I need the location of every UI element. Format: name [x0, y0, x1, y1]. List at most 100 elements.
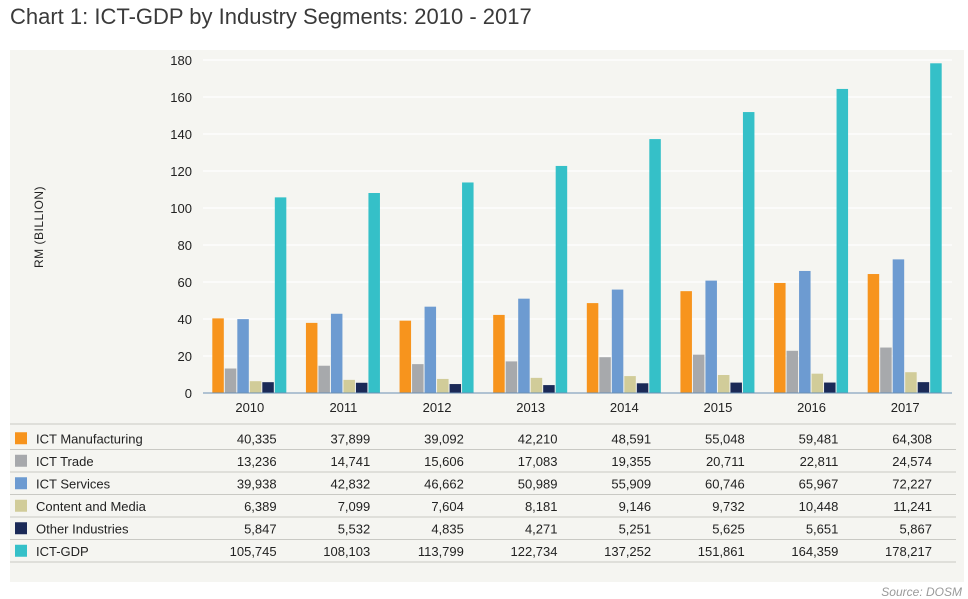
bar	[930, 63, 942, 393]
table-cell: 59,481	[799, 431, 839, 446]
table-cell: 5,532	[338, 521, 371, 536]
table-cell: 46,662	[424, 476, 464, 491]
bar	[717, 374, 730, 393]
table-cell: 151,861	[698, 544, 745, 559]
chart-title: Chart 1: ICT-GDP by Industry Segments: 2…	[10, 4, 532, 29]
bar	[224, 368, 237, 393]
bar	[836, 88, 849, 393]
table-cell: 50,989	[518, 476, 558, 491]
bar	[493, 314, 505, 393]
table-cell: 72,227	[892, 476, 932, 491]
table-cell: 5,251	[619, 521, 652, 536]
table-cell: 42,832	[330, 476, 370, 491]
table-cell: 19,355	[611, 454, 651, 469]
y-tick-label: 180	[170, 53, 192, 68]
bar	[274, 197, 287, 393]
x-tick-label: 2017	[891, 400, 920, 415]
table-cell: 55,048	[705, 431, 745, 446]
bar	[742, 112, 755, 393]
bars	[212, 63, 942, 393]
table-cell: 48,591	[611, 431, 651, 446]
bar	[599, 357, 611, 393]
table-cell: 4,271	[525, 521, 558, 536]
bar	[917, 382, 930, 393]
bar	[343, 379, 355, 393]
bar	[799, 270, 811, 393]
table-cell: 42,210	[518, 431, 558, 446]
table-cell: 8,181	[525, 499, 558, 514]
bar	[249, 381, 262, 393]
y-axis-ticks: 0 20 40 60 80 100 120 140 160 180	[170, 53, 192, 401]
bar	[368, 193, 380, 393]
bar	[680, 291, 692, 393]
bar	[237, 319, 249, 393]
table-cell: 64,308	[892, 431, 932, 446]
source-note: Source: DOSM	[881, 585, 962, 599]
table-cell: 40,335	[237, 431, 277, 446]
legend-label: ICT Trade	[36, 454, 94, 469]
table-cell: 178,217	[885, 544, 932, 559]
x-tick-label: 2014	[610, 400, 639, 415]
bar	[462, 182, 474, 393]
bar	[530, 377, 543, 393]
table-cell: 6,389	[244, 499, 277, 514]
table-cell: 10,448	[799, 499, 839, 514]
x-axis-ticks: 2010 2011 2012 2013 2014 2015 2016 2017	[235, 400, 919, 415]
legend-label: ICT-GDP	[36, 544, 89, 559]
table-cell: 55,909	[611, 476, 651, 491]
bar	[624, 376, 636, 393]
x-tick-label: 2010	[235, 400, 264, 415]
bar	[437, 378, 449, 393]
table-cell: 164,359	[791, 544, 838, 559]
table-cell: 39,938	[237, 476, 277, 491]
legend-label: ICT Services	[36, 476, 111, 491]
y-tick-label: 120	[170, 164, 192, 179]
table-cell: 4,835	[431, 521, 464, 536]
bar	[786, 350, 799, 393]
bar	[892, 259, 905, 393]
bar	[905, 372, 917, 393]
bar	[555, 165, 568, 393]
y-tick-label: 40	[178, 312, 192, 327]
y-tick-label: 140	[170, 127, 192, 142]
table-cell: 11,241	[893, 499, 932, 514]
bar	[649, 139, 661, 393]
y-tick-label: 160	[170, 90, 192, 105]
table-cell: 5,847	[244, 521, 277, 536]
legend-label: ICT Manufacturing	[36, 431, 143, 446]
legend-swatch	[15, 432, 27, 445]
table-cell: 17,083	[518, 454, 558, 469]
table-cell: 7,099	[338, 499, 371, 514]
bar	[318, 365, 330, 393]
table-cell: 105,745	[230, 544, 277, 559]
x-tick-label: 2015	[703, 400, 732, 415]
table-cell: 108,103	[323, 544, 370, 559]
bar	[330, 313, 343, 393]
table-cell: 9,146	[619, 499, 652, 514]
x-tick-label: 2012	[423, 400, 452, 415]
gridlines	[203, 59, 952, 357]
table-cell: 65,967	[799, 476, 839, 491]
legend-swatch	[15, 544, 27, 557]
legend-swatch	[15, 454, 27, 467]
table-cell: 122,734	[511, 544, 558, 559]
legend-label: Other Industries	[36, 521, 129, 536]
legend-swatch	[15, 522, 27, 535]
table-cell: 20,711	[706, 454, 745, 469]
table-cell: 5,867	[899, 521, 932, 536]
bar	[611, 289, 624, 393]
table-cell: 15,606	[424, 454, 464, 469]
bar	[811, 373, 824, 393]
bar	[399, 320, 412, 393]
y-tick-label: 60	[178, 275, 192, 290]
bar	[518, 298, 530, 393]
x-tick-label: 2013	[516, 400, 545, 415]
bar	[424, 306, 437, 393]
y-axis-label: RM (BILLION)	[32, 186, 46, 268]
table-cell: 137,252	[604, 544, 651, 559]
table-cell: 60,746	[705, 476, 745, 491]
bar	[305, 322, 318, 393]
bar	[262, 382, 274, 393]
bar	[692, 354, 705, 393]
